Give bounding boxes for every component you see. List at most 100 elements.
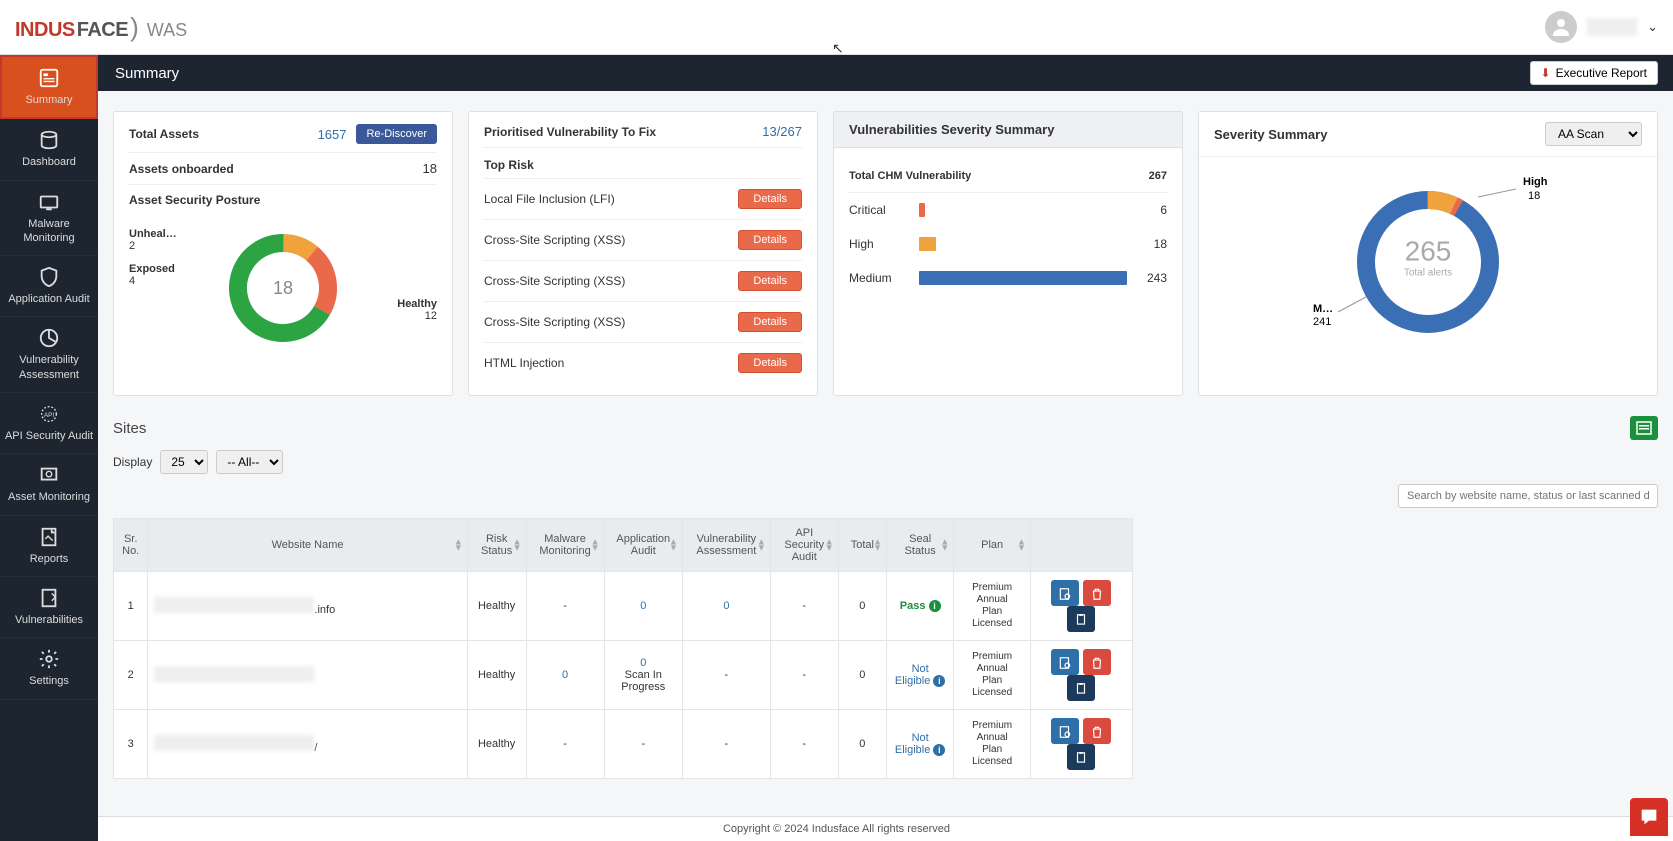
footer: Copyright © 2024 Indusface All rights re… — [0, 816, 1673, 841]
scan-type-select[interactable]: AA Scan — [1545, 122, 1642, 146]
severity-value: 243 — [1137, 271, 1167, 285]
severity-summary-card: Vulnerabilities Severity Summary Total C… — [833, 111, 1183, 396]
main-content: Total Assets 1657 Re-Discover Assets onb… — [98, 91, 1673, 829]
total-assets-card: Total Assets 1657 Re-Discover Assets onb… — [113, 111, 453, 396]
action-delete-button[interactable] — [1083, 718, 1111, 744]
top-risk-label: Top Risk — [484, 152, 802, 179]
rediscover-button[interactable]: Re-Discover — [356, 124, 437, 144]
info-icon[interactable]: i — [929, 600, 941, 612]
table-header[interactable]: Seal Status▲▼ — [886, 519, 953, 572]
seal-not-eligible: Not Eligible — [895, 732, 930, 756]
prioritised-title: Prioritised Vulnerability To Fix — [484, 125, 656, 139]
svg-text:M…: M… — [1313, 303, 1333, 315]
search-input[interactable] — [1398, 484, 1658, 508]
table-header[interactable]: Malware Monitoring▲▼ — [526, 519, 604, 572]
risk-name: Cross-Site Scripting (XSS) — [484, 274, 625, 288]
dashboard-icon — [38, 129, 60, 151]
risk-row: HTML InjectionDetails — [484, 343, 802, 383]
assets-onboarded-label: Assets onboarded — [129, 162, 234, 176]
sidebar-item-summary[interactable]: Summary — [0, 55, 98, 119]
severity-label: Medium — [849, 271, 909, 285]
display-count-select[interactable]: 25 — [160, 450, 208, 474]
executive-report-button[interactable]: ⬇ Executive Report — [1530, 61, 1658, 85]
table-row: 1.infoHealthy-00-0Pass iPremiumAnnualPla… — [114, 572, 1133, 641]
donut-total: 265 — [1404, 236, 1452, 268]
sidebar-item-app-audit[interactable]: Application Audit — [0, 256, 98, 317]
details-button[interactable]: Details — [738, 189, 802, 209]
action-copy-button[interactable] — [1067, 675, 1095, 701]
pie-icon — [38, 327, 60, 349]
severity-row: Medium 243 — [849, 261, 1167, 295]
action-view-button[interactable] — [1051, 580, 1079, 606]
prioritised-count[interactable]: 13/267 — [762, 124, 802, 139]
table-header[interactable]: Risk Status▲▼ — [467, 519, 526, 572]
logo-face: FACE — [77, 19, 128, 42]
svg-text:API: API — [44, 412, 55, 419]
sites-export-button[interactable] — [1630, 416, 1658, 440]
table-header[interactable]: Website Name▲▼ — [148, 519, 467, 572]
risk-name: Local File Inclusion (LFI) — [484, 192, 615, 206]
severity-row: High18 — [849, 227, 1167, 261]
download-icon: ⬇ — [1541, 66, 1551, 80]
sidebar-item-asset-monitoring[interactable]: Asset Monitoring — [0, 454, 98, 515]
table-header[interactable]: Application Audit▲▼ — [604, 519, 682, 572]
sites-table: Sr. No.Website Name▲▼Risk Status▲▼Malwar… — [113, 518, 1133, 779]
details-button[interactable]: Details — [738, 271, 802, 291]
sidebar-item-reports[interactable]: Reports — [0, 516, 98, 577]
details-button[interactable]: Details — [738, 230, 802, 250]
shield-icon — [38, 266, 60, 288]
table-header[interactable]: Plan▲▼ — [954, 519, 1031, 572]
user-menu-chevron-icon[interactable]: ⌄ — [1647, 19, 1658, 35]
risk-row: Cross-Site Scripting (XSS)Details — [484, 302, 802, 343]
severity-summary-title: Severity Summary — [1214, 127, 1327, 142]
sites-title: Sites — [113, 420, 146, 437]
table-header[interactable]: Total▲▼ — [838, 519, 886, 572]
risk-row: Cross-Site Scripting (XSS) Details — [484, 261, 802, 302]
sub-header: Summary ⬇ Executive Report — [0, 55, 1673, 91]
sidebar-item-vulnerabilities[interactable]: Vulnerabilities — [0, 577, 98, 638]
logo-bracket: ) — [130, 12, 139, 43]
asset-icon — [38, 464, 60, 486]
risk-row: Local File Inclusion (LFI) Details — [484, 179, 802, 220]
severity-bar — [919, 271, 1127, 285]
chat-widget[interactable] — [1630, 798, 1668, 836]
seal-pass: Pass — [900, 600, 926, 612]
api-icon: API — [38, 403, 60, 425]
action-copy-button[interactable] — [1067, 744, 1095, 770]
table-row: 3/Healthy----0Not Eligible iPremiumAnnua… — [114, 710, 1133, 779]
gear-icon — [38, 648, 60, 670]
table-header[interactable]: Sr. No. — [114, 519, 148, 572]
severity-donut: High 18 M… 241 265 Total alerts — [1199, 157, 1657, 357]
action-delete-button[interactable] — [1083, 580, 1111, 606]
svg-text:18: 18 — [273, 278, 293, 298]
severity-bar — [919, 237, 936, 251]
action-view-button[interactable] — [1051, 649, 1079, 675]
info-icon[interactable]: i — [933, 744, 945, 756]
risk-row: Cross-Site Scripting (XSS)Details — [484, 220, 802, 261]
info-icon[interactable]: i — [933, 675, 945, 687]
details-button[interactable]: Details — [738, 353, 802, 373]
avatar[interactable] — [1545, 11, 1577, 43]
table-header[interactable]: API Security Audit▲▼ — [770, 519, 838, 572]
top-bar: INDUSFACE ) WAS ⌄ — [0, 0, 1673, 55]
sidebar-item-api-audit[interactable]: API API Security Audit — [0, 393, 98, 454]
vulnerabilities-icon — [38, 587, 60, 609]
donut-total-label: Total alerts — [1404, 268, 1452, 279]
details-button[interactable]: Details — [738, 312, 802, 332]
total-assets-value[interactable]: 1657 — [318, 127, 347, 142]
logo[interactable]: INDUSFACE ) WAS — [15, 12, 187, 43]
action-view-button[interactable] — [1051, 718, 1079, 744]
sidebar-item-malware[interactable]: Malware Monitoring — [0, 181, 98, 257]
sidebar-item-dashboard[interactable]: Dashboard — [0, 119, 98, 180]
prioritised-vuln-card: Prioritised Vulnerability To Fix 13/267 … — [468, 111, 818, 396]
action-delete-button[interactable] — [1083, 649, 1111, 675]
sidebar-item-settings[interactable]: Settings — [0, 638, 98, 699]
action-copy-button[interactable] — [1067, 606, 1095, 632]
table-header[interactable] — [1030, 519, 1132, 572]
severity-label: Critical — [849, 203, 909, 217]
posture-label: Asset Security Posture — [129, 193, 260, 207]
sidebar-item-vuln-assessment[interactable]: Vulnerability Assessment — [0, 317, 98, 393]
seal-not-eligible: Not Eligible — [895, 663, 930, 687]
table-header[interactable]: Vulnerability Assessment▲▼ — [682, 519, 770, 572]
display-filter-select[interactable]: -- All-- — [216, 450, 283, 474]
